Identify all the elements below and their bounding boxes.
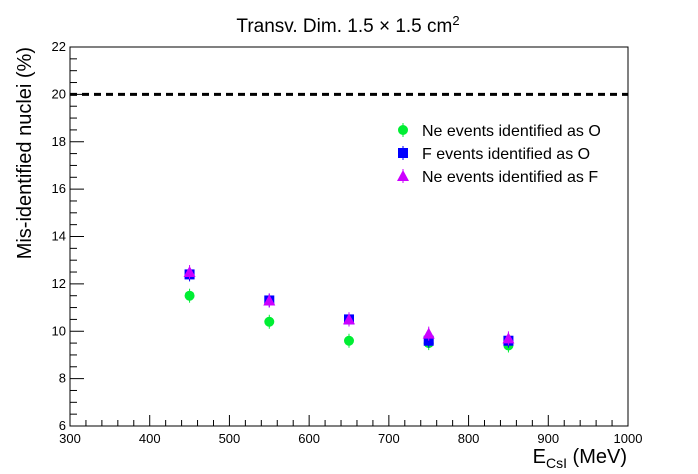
data-point-circle xyxy=(264,316,275,327)
axes: 300 400 500 600 700 800 900 1000 6 8 10 12 14 16 18 20 2… xyxy=(52,39,643,446)
data-points xyxy=(183,265,515,353)
data-point-triangle xyxy=(343,313,355,325)
x-tick-label: 600 xyxy=(298,431,320,446)
legend-label: Ne events identified as F xyxy=(422,169,598,186)
data-point-triangle xyxy=(502,332,515,344)
legend-marker-circle xyxy=(398,125,408,135)
x-tick-label: 700 xyxy=(378,431,400,446)
y-tick-label: 10 xyxy=(52,323,66,338)
y-tick-label: 18 xyxy=(52,134,66,149)
legend-label: Ne events identified as O xyxy=(422,123,601,140)
legend-label: F events identified as O xyxy=(422,146,590,163)
x-axis-title: ECsI (MeV) xyxy=(533,446,627,471)
y-tick-label: 14 xyxy=(52,229,66,244)
x-tick-label: 900 xyxy=(537,431,559,446)
x-tick-label: 400 xyxy=(139,431,161,446)
data-point-triangle xyxy=(263,294,276,306)
legend: Ne events identified as O F events identi… xyxy=(397,123,601,186)
chart-title: Transv. Dim. 1.5 × 1.5 cm2 xyxy=(236,13,459,37)
y-axis-title: Mis-identified nuclei (%) xyxy=(14,47,36,259)
plot-frame xyxy=(69,46,629,427)
data-point-circle xyxy=(344,335,354,346)
data-point-circle xyxy=(184,290,195,301)
y-tick-label: 16 xyxy=(52,181,66,196)
data-point-triangle xyxy=(422,327,435,339)
x-tick-label: 800 xyxy=(458,431,480,446)
x-tick-label: 300 xyxy=(59,431,81,446)
legend-marker-triangle xyxy=(397,170,409,181)
data-point-triangle xyxy=(183,266,196,278)
y-tick-label: 20 xyxy=(52,86,66,101)
plot-area-border xyxy=(69,46,629,427)
x-tick-label: 1000 xyxy=(614,431,643,446)
x-tick-label: 500 xyxy=(219,431,241,446)
y-tick-label: 22 xyxy=(52,39,66,54)
y-tick-label: 12 xyxy=(52,276,66,291)
y-tick-label: 6 xyxy=(59,418,66,433)
data-point-square xyxy=(423,335,434,346)
legend-marker-square xyxy=(398,148,408,158)
y-tick-label: 8 xyxy=(59,371,66,386)
